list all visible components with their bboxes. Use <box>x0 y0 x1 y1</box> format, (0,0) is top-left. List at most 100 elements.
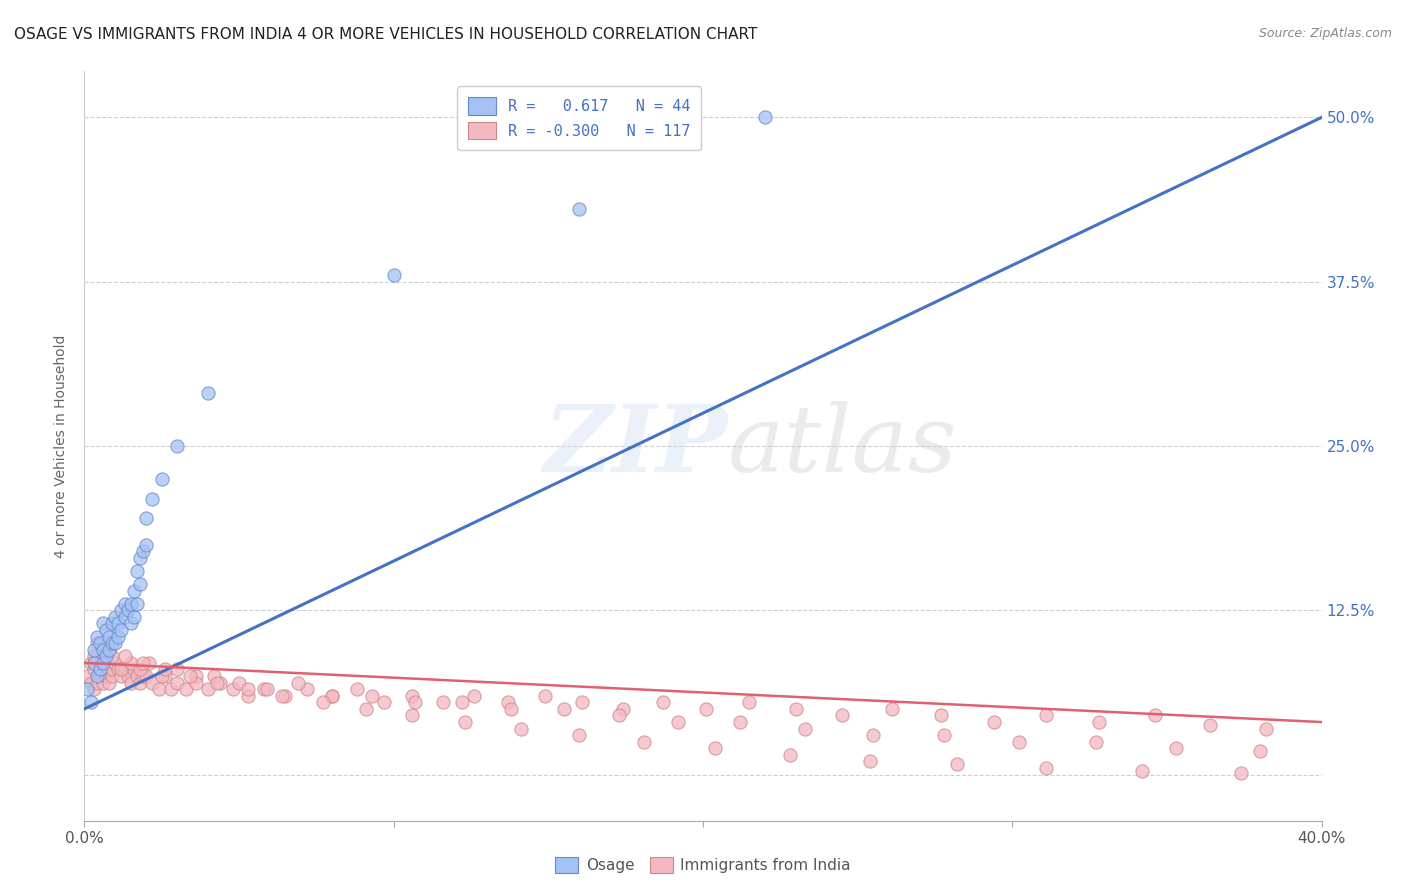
Point <box>454 714 477 729</box>
Point <box>929 708 952 723</box>
Point <box>91 656 114 670</box>
Point <box>295 682 318 697</box>
Point <box>463 689 485 703</box>
Point <box>222 682 245 697</box>
Point <box>114 663 136 677</box>
Point <box>101 616 124 631</box>
Point <box>94 649 117 664</box>
Point <box>107 630 129 644</box>
Point <box>104 656 127 670</box>
Point <box>160 682 183 697</box>
Point <box>785 702 807 716</box>
Point <box>122 663 145 677</box>
Point <box>129 577 152 591</box>
Point <box>859 755 882 769</box>
Point <box>651 695 673 709</box>
Point <box>934 728 956 742</box>
Point <box>197 386 219 401</box>
Point <box>1249 744 1271 758</box>
Point <box>553 702 575 716</box>
Point <box>120 616 142 631</box>
Point <box>1230 766 1253 780</box>
Point <box>274 689 297 703</box>
Point <box>666 714 689 729</box>
Point <box>738 695 761 709</box>
Point <box>98 675 121 690</box>
Point <box>138 656 160 670</box>
Point <box>880 702 903 716</box>
Point <box>361 689 384 703</box>
Point <box>862 728 884 742</box>
Point <box>382 268 405 282</box>
Point <box>98 663 121 677</box>
Point <box>148 682 170 697</box>
Point <box>129 675 152 690</box>
Point <box>1088 714 1111 729</box>
Point <box>129 663 152 677</box>
Point <box>695 702 717 716</box>
Point <box>94 669 117 683</box>
Point <box>150 472 173 486</box>
Point <box>571 695 593 709</box>
Point <box>794 722 817 736</box>
Point <box>1143 708 1166 723</box>
Point <box>135 538 157 552</box>
Point <box>114 649 136 664</box>
Point <box>321 689 343 703</box>
Point <box>91 656 114 670</box>
Point <box>401 689 423 703</box>
Point <box>166 663 188 677</box>
Point <box>271 689 294 703</box>
Point <box>534 689 557 703</box>
Point <box>117 603 139 617</box>
Point <box>728 714 751 729</box>
Point <box>228 675 250 690</box>
Point <box>401 708 423 723</box>
Point <box>153 663 176 677</box>
Point <box>1166 741 1188 756</box>
Point <box>568 202 591 217</box>
Point <box>98 642 121 657</box>
Point <box>238 689 260 703</box>
Point <box>110 623 132 637</box>
Point <box>432 695 454 709</box>
Point <box>1130 764 1153 778</box>
Point <box>129 550 152 565</box>
Point <box>1007 735 1029 749</box>
Point <box>91 642 114 657</box>
Point <box>89 656 111 670</box>
Point <box>86 649 108 664</box>
Point <box>1035 708 1057 723</box>
Point <box>114 610 136 624</box>
Point <box>79 675 101 690</box>
Point <box>125 564 148 578</box>
Point <box>176 682 198 697</box>
Point <box>945 757 967 772</box>
Point <box>141 675 163 690</box>
Point <box>184 675 207 690</box>
Point <box>287 675 309 690</box>
Text: OSAGE VS IMMIGRANTS FROM INDIA 4 OR MORE VEHICLES IN HOUSEHOLD CORRELATION CHART: OSAGE VS IMMIGRANTS FROM INDIA 4 OR MORE… <box>14 27 758 42</box>
Point <box>1199 717 1222 731</box>
Point <box>779 747 801 762</box>
Point <box>83 663 105 677</box>
Point <box>83 682 105 697</box>
Point <box>179 669 201 683</box>
Point <box>633 735 655 749</box>
Point <box>754 111 776 125</box>
Point <box>496 695 519 709</box>
Point <box>209 675 232 690</box>
Point <box>1035 761 1057 775</box>
Point <box>612 702 634 716</box>
Legend: R =   0.617   N = 44, R = -0.300   N = 117: R = 0.617 N = 44, R = -0.300 N = 117 <box>457 87 702 150</box>
Point <box>120 656 142 670</box>
Point <box>94 623 117 637</box>
Point <box>346 682 368 697</box>
Point <box>91 675 114 690</box>
Point <box>86 636 108 650</box>
Point <box>101 636 124 650</box>
Point <box>1084 735 1107 749</box>
Point <box>101 663 124 677</box>
Point <box>98 642 121 657</box>
Point <box>354 702 377 716</box>
